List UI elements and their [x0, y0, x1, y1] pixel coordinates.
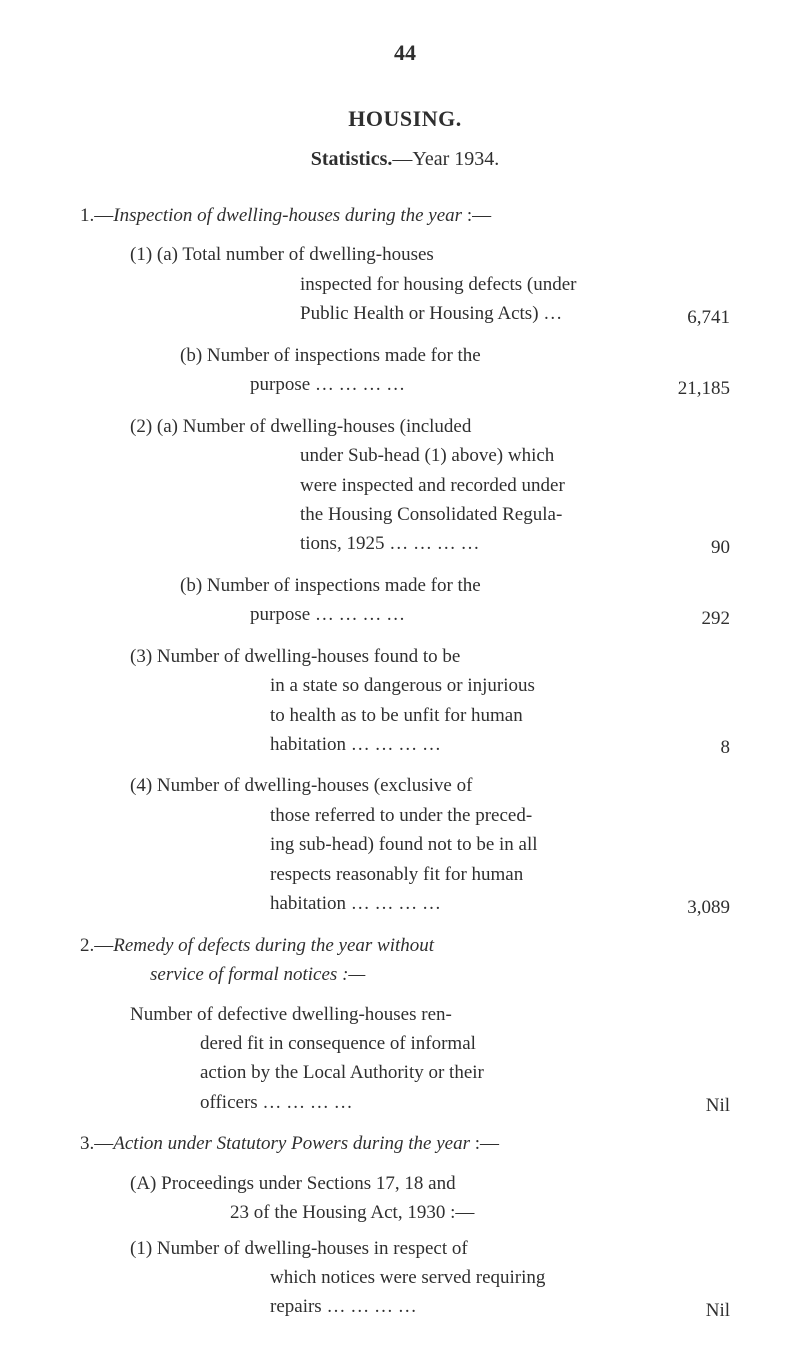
line: 23 of the Housing Act, 1930 :— [130, 1198, 620, 1227]
line: habitation … … … … [130, 889, 620, 918]
line: Number of defective dwelling-houses ren- [130, 1000, 620, 1029]
item-3-A: (A) Proceedings under Sections 17, 18 an… [80, 1169, 730, 1228]
item-2-text: Number of defective dwelling-houses ren-… [80, 1000, 620, 1118]
item-1-3-value: 8 [620, 737, 730, 759]
line: dered fit in consequence of informal [130, 1029, 620, 1058]
line: ing sub-head) found not to be in all [130, 830, 620, 859]
section-1-title-italic: Inspection of dwelling-houses during the… [113, 205, 462, 226]
line: (1) Number of dwelling-houses in respect… [130, 1234, 620, 1263]
item-1-2a: (2) (a) Number of dwelling-houses (inclu… [80, 412, 730, 559]
doc-title: HOUSING. [80, 106, 730, 132]
line: repairs … … … … [130, 1292, 620, 1321]
section-1-heading: 1.—Inspection of dwelling-houses during … [80, 201, 730, 230]
line: respects reasonably fit for human [130, 860, 620, 889]
line: (b) Number of inspections made for the [180, 571, 620, 600]
section-3-num: 3.— [80, 1133, 113, 1154]
line: officers … … … … [130, 1088, 620, 1117]
line: those referred to under the preced- [130, 801, 620, 830]
item-1-2b-value: 292 [620, 608, 730, 630]
section-3-heading: 3.—Action under Statutory Powers during … [80, 1129, 730, 1158]
section-2-num: 2.— [80, 935, 113, 956]
line: (b) Number of inspections made for the [180, 341, 620, 370]
line: (3) Number of dwelling-houses found to b… [130, 642, 620, 671]
item-2-value: Nil [620, 1095, 730, 1117]
item-3-1: (1) Number of dwelling-houses in respect… [80, 1234, 730, 1322]
item-1-1b-text: (b) Number of inspections made for the p… [80, 341, 620, 400]
line: in a state so dangerous or injurious [130, 671, 620, 700]
line: habitation … … … … [130, 730, 620, 759]
line: Public Health or Housing Acts) … [130, 299, 620, 328]
page-number: 44 [80, 40, 730, 66]
line: (2) (a) Number of dwelling-houses (inclu… [130, 412, 620, 441]
line: (4) Number of dwelling-houses (exclusive… [130, 771, 620, 800]
item-1-3: (3) Number of dwelling-houses found to b… [80, 642, 730, 760]
item-1-4-value: 3,089 [620, 897, 730, 919]
section-2-title-l2: service of formal notices :— [80, 960, 730, 989]
section-2-heading: 2.—Remedy of defects during the year wit… [80, 931, 730, 990]
line: action by the Local Authority or their [130, 1058, 620, 1087]
subtitle-bold: Statistics. [311, 148, 393, 170]
doc-subtitle: Statistics.—Year 1934. [80, 148, 730, 171]
item-1-1a: (1) (a) Total number of dwelling-houses … [80, 240, 730, 328]
line: purpose … … … … [180, 600, 620, 629]
item-1-1a-text: (1) (a) Total number of dwelling-houses … [80, 240, 620, 328]
line: which notices were served requiring [130, 1263, 620, 1292]
item-2: Number of defective dwelling-houses ren-… [80, 1000, 730, 1118]
line: purpose … … … … [180, 370, 620, 399]
line: tions, 1925 … … … … [130, 529, 620, 558]
line: to health as to be unfit for human [130, 701, 620, 730]
item-1-4-text: (4) Number of dwelling-houses (exclusive… [80, 771, 620, 918]
line: (A) Proceedings under Sections 17, 18 an… [130, 1169, 620, 1198]
item-1-2a-value: 90 [620, 537, 730, 559]
line: under Sub-head (1) above) which [130, 441, 620, 470]
item-1-2b: (b) Number of inspections made for the p… [80, 571, 730, 630]
line: were inspected and recorded under [130, 471, 620, 500]
line: (1) (a) Total number of dwelling-houses [130, 240, 620, 269]
item-3-A-text: (A) Proceedings under Sections 17, 18 an… [80, 1169, 620, 1228]
line: the Housing Consolidated Regula- [130, 500, 620, 529]
section-1-num: 1.— [80, 205, 113, 226]
section-1-tail: :— [462, 205, 491, 226]
subtitle-rest: —Year 1934. [392, 148, 499, 170]
item-1-1b: (b) Number of inspections made for the p… [80, 341, 730, 400]
item-1-1a-value: 6,741 [620, 307, 730, 329]
item-3-1-value: Nil [620, 1300, 730, 1322]
item-1-1b-value: 21,185 [620, 378, 730, 400]
item-1-2a-text: (2) (a) Number of dwelling-houses (inclu… [80, 412, 620, 559]
line: inspected for housing defects (under [130, 270, 620, 299]
item-3-1-text: (1) Number of dwelling-houses in respect… [80, 1234, 620, 1322]
section-3-tail: :— [470, 1133, 499, 1154]
item-1-2b-text: (b) Number of inspections made for the p… [80, 571, 620, 630]
section-2-title-l1: Remedy of defects during the year withou… [113, 935, 434, 956]
item-1-3-text: (3) Number of dwelling-houses found to b… [80, 642, 620, 760]
section-3-title-italic: Action under Statutory Powers during the… [113, 1133, 470, 1154]
item-1-4: (4) Number of dwelling-houses (exclusive… [80, 771, 730, 918]
